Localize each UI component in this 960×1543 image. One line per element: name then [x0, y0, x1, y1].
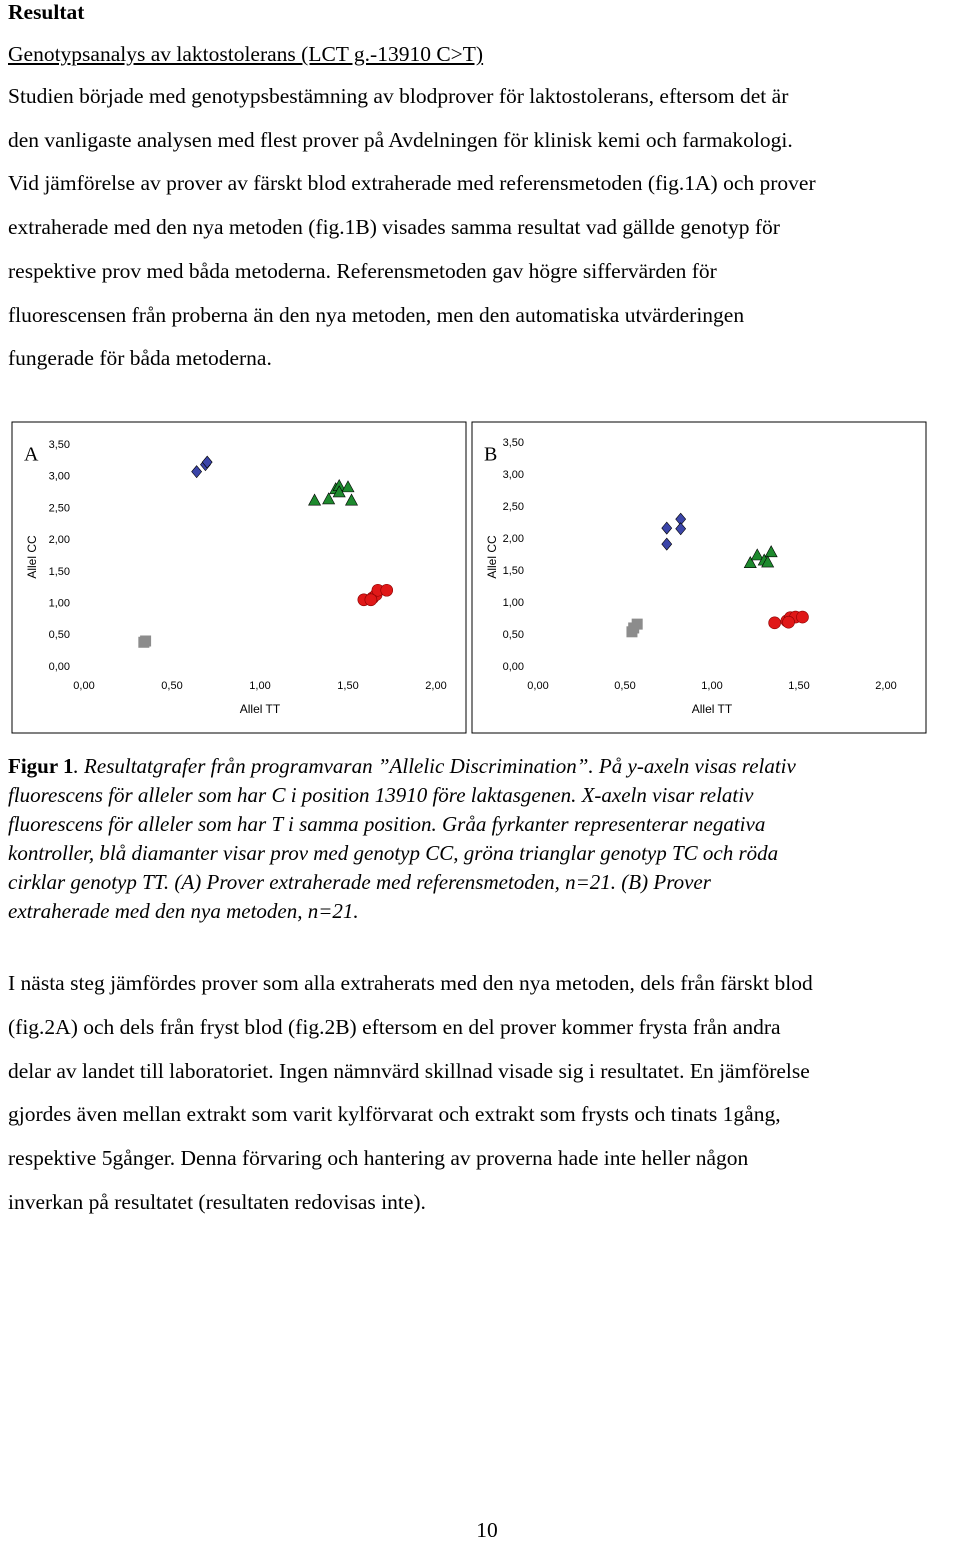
text-line: Studien började med genotypsbestämning a…	[8, 84, 789, 108]
y-tick-label: 0,00	[49, 661, 70, 673]
marker-circle	[364, 593, 378, 607]
text-line: gjordes även mellan extrakt som varit ky…	[8, 1102, 781, 1127]
y-tick-label: 0,00	[503, 661, 524, 673]
text-line: Vid jämförelse av prover av färskt blod …	[8, 171, 816, 196]
caption-line: fluorescens för alleler som har T i samm…	[8, 811, 766, 836]
marker-triangle	[322, 492, 336, 505]
x-tick-label: 1,50	[337, 680, 358, 692]
marker-triangle	[761, 555, 775, 568]
x-tick-label: 0,50	[161, 680, 182, 692]
x-tick-label: 0,50	[614, 680, 635, 692]
marker-triangle	[743, 556, 757, 568]
x-axis-label: Allel TT	[240, 702, 281, 716]
y-tick-label: 2,50	[49, 502, 70, 514]
marker-circle	[796, 610, 809, 624]
chart-frame	[11, 421, 467, 734]
x-axis-label: Allel TT	[692, 702, 733, 716]
marker-triangle	[341, 480, 355, 493]
x-tick-label: 0,00	[73, 680, 94, 692]
y-tick-label: 0,50	[49, 629, 70, 641]
text-line: fungerade för båda metoderna.	[8, 346, 272, 371]
text-line: respektive prov med båda metoderna. Refe…	[8, 258, 717, 283]
marker-triangle	[750, 548, 764, 561]
caption-line: fluorescens för alleler som har C i posi…	[8, 782, 754, 807]
caption-line: cirklar genotyp TT. (A) Prover extrahera…	[8, 869, 711, 894]
subheading: Genotypsanalys av laktostolerans (LCT g.…	[8, 42, 484, 66]
x-tick-label: 2,00	[425, 680, 446, 692]
text-line: respektive 5gånger. Denna förvaring och …	[8, 1146, 749, 1171]
marker-diamond	[661, 521, 673, 535]
chart-frame	[471, 421, 927, 734]
y-tick-label: 2,00	[49, 534, 70, 546]
caption-label: Figur 1	[8, 754, 74, 778]
chart-label: A	[24, 444, 39, 466]
chart-label: B	[484, 444, 497, 466]
caption-line: . Resultatgrafer från programvaran ”Alle…	[73, 754, 796, 778]
marker-square	[628, 622, 640, 634]
y-axis-label: Allel CC	[25, 535, 39, 579]
y-tick-label: 1,00	[503, 597, 524, 609]
heading: Resultat	[8, 0, 85, 24]
marker-diamond	[661, 537, 673, 551]
x-tick-label: 1,50	[788, 680, 809, 692]
marker-triangle	[308, 493, 322, 506]
text-line: delar av landet till laboratoriet. Ingen…	[8, 1058, 810, 1083]
y-tick-label: 2,50	[503, 501, 524, 513]
marker-diamond	[675, 522, 687, 536]
x-tick-label: 1,00	[249, 680, 270, 692]
marker-circle	[782, 615, 795, 629]
caption-line: extraherade med den nya metoden, n=21.	[8, 898, 359, 923]
text-line: I nästa steg jämfördes prover som alla e…	[8, 971, 813, 995]
y-tick-label: 3,00	[503, 469, 524, 481]
y-tick-label: 1,00	[49, 597, 70, 609]
text-line: (fig.2A) och dels från fryst blod (fig.2…	[8, 1014, 781, 1039]
text-line: fluorescensen från proberna än den nya m…	[8, 302, 745, 327]
text-line: den vanligaste analysen med flest prover…	[8, 127, 793, 152]
y-axis-label: Allel CC	[485, 535, 499, 579]
marker-triangle	[764, 545, 778, 558]
x-tick-label: 2,00	[875, 680, 896, 692]
x-tick-label: 1,00	[701, 680, 722, 692]
y-tick-label: 1,50	[503, 565, 524, 577]
page-number: 10	[476, 1518, 498, 1542]
y-tick-label: 3,00	[49, 471, 70, 483]
marker-circle	[380, 583, 394, 597]
y-tick-label: 0,50	[503, 629, 524, 641]
y-tick-label: 3,50	[503, 437, 524, 449]
marker-circle	[768, 616, 781, 630]
y-tick-label: 2,00	[503, 533, 524, 545]
caption-line: kontroller, blå diamanter visar prov med…	[8, 840, 779, 865]
y-tick-label: 1,50	[49, 566, 70, 578]
marker-triangle	[345, 493, 359, 506]
y-tick-label: 3,50	[49, 439, 70, 451]
text-line: inverkan på resultatet (resultaten redov…	[8, 1190, 426, 1214]
text-line: extraherade med den nya metoden (fig.1B)…	[8, 215, 780, 240]
marker-triangle	[332, 485, 346, 498]
marker-square	[140, 635, 152, 647]
x-tick-label: 0,00	[527, 680, 548, 692]
marker-diamond	[191, 465, 203, 479]
figure: A 0,00 0,50 1,00 1,50 2,00 2,50 3,00 3,50 0,00 0,5…	[11, 421, 927, 734]
marker-diamond	[201, 455, 213, 469]
